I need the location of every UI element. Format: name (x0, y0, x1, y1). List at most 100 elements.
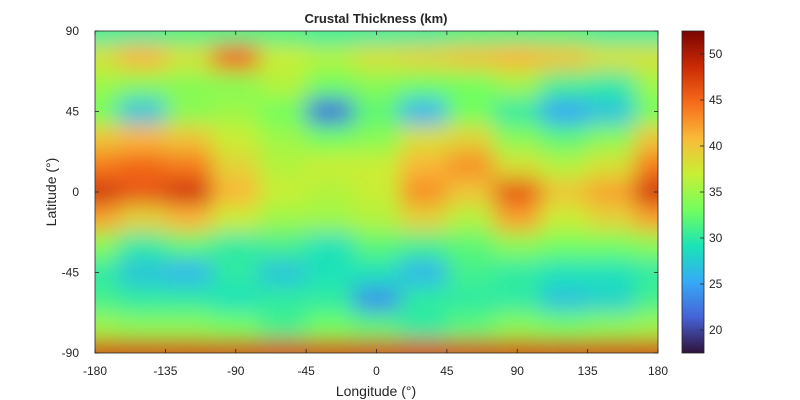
heatmap-cell (118, 151, 166, 179)
heatmap-cell (259, 339, 307, 353)
heatmap-cell (493, 71, 541, 99)
heatmap-cell (212, 31, 260, 45)
heatmap-cell (587, 285, 635, 313)
y-axis-label: Latitude (°) (43, 158, 59, 227)
y-tick-label: 0 (72, 185, 79, 199)
heatmap-cell (259, 285, 307, 313)
heatmap-cell (540, 151, 588, 179)
heatmap-cell (165, 124, 213, 152)
heatmap-cell (118, 178, 166, 206)
heatmap-cell (353, 312, 400, 340)
heatmap-cell (446, 71, 494, 99)
x-tick-label: 0 (373, 364, 380, 378)
heatmap-cell (493, 232, 541, 260)
heatmap-cell (259, 98, 307, 125)
heatmap-cell (399, 205, 447, 233)
heatmap-cell (95, 339, 119, 353)
heatmap-cell (634, 31, 658, 45)
heatmap-cell (165, 339, 213, 353)
heatmap-cells (95, 31, 658, 353)
heatmap-cell (165, 285, 213, 313)
heatmap-cell (95, 259, 119, 286)
plot-area (94, 30, 659, 354)
heatmap-cell (118, 232, 166, 260)
heatmap-cell (493, 312, 541, 340)
heatmap-cell (353, 259, 400, 286)
heatmap-cell (493, 124, 541, 152)
heatmap-cell (306, 98, 354, 125)
heatmap-cell (540, 98, 588, 125)
heatmap-cell (587, 124, 635, 152)
heatmap-cell (399, 285, 447, 313)
heatmap-cell (259, 232, 307, 260)
heatmap-cell (446, 259, 494, 286)
heatmap-cell (634, 285, 658, 313)
heatmap-cell (259, 178, 307, 206)
heatmap-cell (587, 98, 635, 125)
heatmap-cell (540, 205, 588, 233)
heatmap-cell (95, 124, 119, 152)
heatmap-cell (259, 71, 307, 99)
heatmap-cell (306, 71, 354, 99)
heatmap-cell (446, 205, 494, 233)
heatmap-cell (446, 285, 494, 313)
heatmap-cell (306, 31, 354, 45)
x-tick-label: -90 (227, 364, 245, 378)
heatmap-cell (353, 151, 400, 179)
heatmap-cell (118, 98, 166, 125)
y-tick-label: -90 (62, 346, 80, 360)
x-tick-label: -180 (83, 364, 107, 378)
heatmap-cell (446, 151, 494, 179)
heatmap-cell (634, 44, 658, 72)
heatmap-cell (212, 71, 260, 99)
heatmap-cell (493, 44, 541, 72)
heatmap-cell (165, 232, 213, 260)
colorbar-tick-label: 50 (709, 47, 723, 61)
heatmap-cell (399, 312, 447, 340)
heatmap-cell (165, 151, 213, 179)
x-tick-label: 90 (511, 364, 525, 378)
x-tick-label: -135 (153, 364, 177, 378)
y-tick-label: 90 (66, 24, 80, 38)
heatmap-cell (118, 312, 166, 340)
colorbar-tick-label: 35 (709, 185, 723, 199)
heatmap-cell (353, 31, 400, 45)
heatmap-cell (95, 44, 119, 72)
heatmap-cell (446, 178, 494, 206)
heatmap-cell (493, 205, 541, 233)
heatmap-cell (399, 259, 447, 286)
heatmap-cell (446, 232, 494, 260)
heatmap-cell (587, 232, 635, 260)
heatmap-cell (95, 31, 119, 45)
heatmap-cell (259, 124, 307, 152)
heatmap-cell (587, 339, 635, 353)
heatmap-cell (95, 151, 119, 179)
heatmap-cell (353, 44, 400, 72)
heatmap-cell (259, 151, 307, 179)
x-tick-label: -45 (297, 364, 315, 378)
heatmap-cell (212, 205, 260, 233)
heatmap-cell (446, 44, 494, 72)
heatmap-cell (165, 259, 213, 286)
heatmap-cell (259, 44, 307, 72)
heatmap-cell (353, 339, 400, 353)
y-axis: -90 -45 0 45 90 (62, 24, 658, 360)
heatmap-cell (212, 98, 260, 125)
colorbar-tick-label: 30 (709, 231, 723, 245)
x-axis: -180 -135 -90 -45 0 45 90 135 180 (83, 31, 668, 378)
heatmap-cell (493, 151, 541, 179)
heatmap-cell (212, 124, 260, 152)
heatmap-cell (634, 124, 658, 152)
heatmap-cell (95, 205, 119, 233)
heatmap-cell (540, 178, 588, 206)
heatmap-cell (118, 124, 166, 152)
heatmap-cell (306, 339, 354, 353)
heatmap-cell (446, 339, 494, 353)
heatmap-cell (399, 178, 447, 206)
heatmap-cell (118, 71, 166, 99)
chart-title: Crustal Thickness (km) (304, 11, 447, 26)
heatmap-cell (540, 285, 588, 313)
heatmap-cell (165, 71, 213, 99)
heatmap-cell (587, 312, 635, 340)
